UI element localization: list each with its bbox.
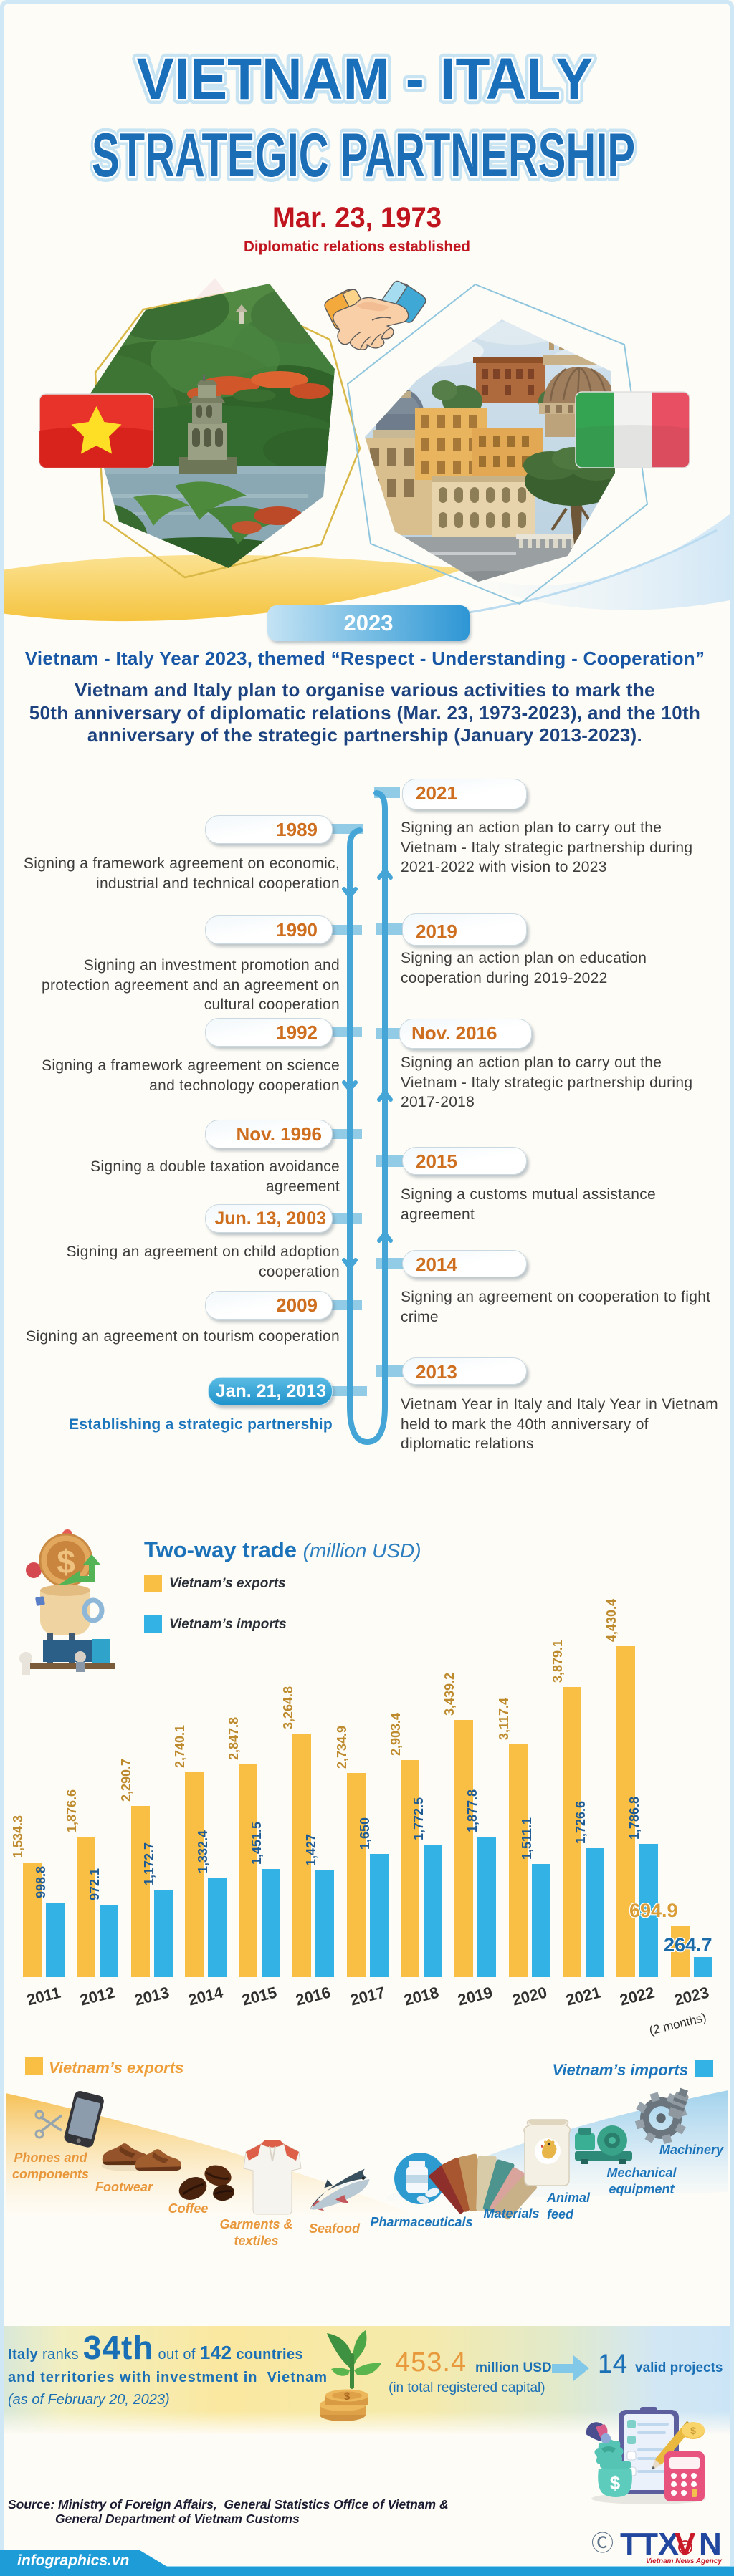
svg-text:$: $ bbox=[610, 2472, 621, 2494]
svg-text:STRATEGIC PARTNERSHIP: STRATEGIC PARTNERSHIP bbox=[92, 121, 635, 190]
svg-text:Ⓒ: Ⓒ bbox=[591, 2531, 614, 2556]
svg-text:STRATEGIC PARTNERSHIP: STRATEGIC PARTNERSHIP bbox=[92, 121, 635, 190]
svg-text:$: $ bbox=[344, 2390, 351, 2403]
svg-text:$: $ bbox=[57, 1543, 75, 1580]
svg-text:VIETNAM - ITALY: VIETNAM - ITALY bbox=[137, 47, 594, 112]
svg-text:VIETNAM - ITALY: VIETNAM - ITALY bbox=[137, 47, 594, 112]
svg-text:Vietnam News Agency: Vietnam News Agency bbox=[646, 2557, 722, 2565]
svg-text:Diplomatic relations establish: Diplomatic relations established bbox=[244, 239, 470, 255]
svg-text:N: N bbox=[699, 2527, 722, 2562]
svg-text:TTX: TTX bbox=[620, 2527, 679, 2562]
svg-text:Mar. 23, 1973: Mar. 23, 1973 bbox=[272, 202, 442, 234]
svg-text:$: $ bbox=[690, 2425, 696, 2436]
